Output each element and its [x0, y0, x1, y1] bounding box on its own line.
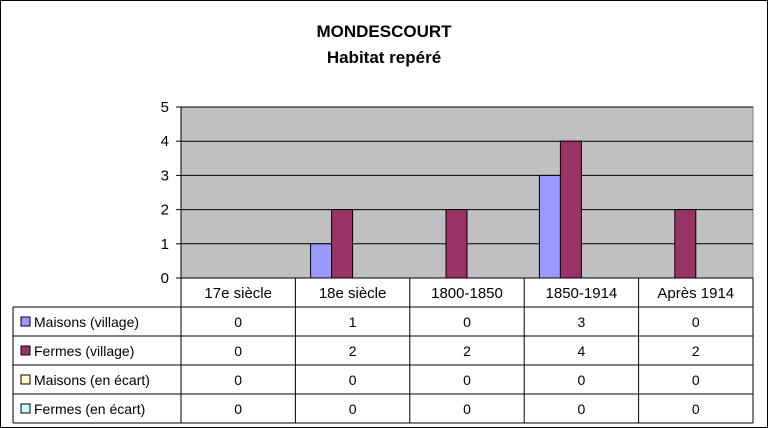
category-label: 1850-1914 — [546, 285, 618, 302]
y-tick-label: 5 — [161, 99, 169, 116]
table-cell: 0 — [463, 372, 471, 388]
plot-area: 0 1 2 3 4 5 — [161, 99, 754, 287]
bar — [310, 243, 333, 279]
legend-label: Maisons (village) — [34, 314, 139, 330]
y-tick-label: 2 — [161, 202, 169, 219]
table-cell: 2 — [349, 343, 357, 359]
chart-title: MONDESCOURT — [316, 22, 452, 41]
table-cell: 4 — [578, 343, 586, 359]
bar — [445, 209, 468, 279]
table-cell: 0 — [234, 372, 242, 388]
legend-swatch — [20, 345, 31, 356]
table-cell: 0 — [234, 401, 242, 417]
table-cell: 0 — [463, 314, 471, 330]
table-cell: 0 — [692, 401, 700, 417]
legend-swatch — [20, 403, 31, 414]
bar — [674, 209, 697, 279]
legend-swatch — [20, 316, 31, 327]
category-label: 18e siècle — [319, 285, 387, 302]
table-cell: 0 — [578, 372, 586, 388]
table-cell: 2 — [692, 343, 700, 359]
data-table: 17e siècle 18e siècle 1800-1850 1850-1914 Ap… — [12, 277, 754, 424]
chart-subtitle: Habitat repéré — [327, 48, 441, 67]
table-cell: 0 — [692, 314, 700, 330]
y-tick-label: 4 — [161, 133, 169, 150]
table-cell: 0 — [349, 401, 357, 417]
table-cell: 0 — [578, 401, 586, 417]
table-cell: 0 — [349, 372, 357, 388]
category-label: Après 1914 — [657, 285, 734, 302]
category-label: 17e siècle — [204, 285, 272, 302]
category-label: 1800-1850 — [431, 285, 503, 302]
table-cell: 1 — [349, 314, 357, 330]
table-cell: 0 — [234, 314, 242, 330]
table-cell: 0 — [692, 372, 700, 388]
bar — [331, 209, 354, 279]
legend-label: Fermes (village) — [34, 343, 134, 359]
legend-label: Maisons (en écart) — [34, 372, 150, 388]
legend-swatch — [20, 374, 31, 385]
legend-label: Fermes (en écart) — [34, 401, 145, 417]
y-tick-label: 3 — [161, 167, 169, 184]
table-cell: 3 — [578, 314, 586, 330]
table-cell: 2 — [463, 343, 471, 359]
bar — [559, 140, 582, 279]
bar — [538, 174, 561, 279]
y-tick-label: 0 — [161, 270, 169, 287]
y-tick-label: 1 — [161, 236, 169, 253]
table-cell: 0 — [234, 343, 242, 359]
table-cell: 0 — [463, 401, 471, 417]
